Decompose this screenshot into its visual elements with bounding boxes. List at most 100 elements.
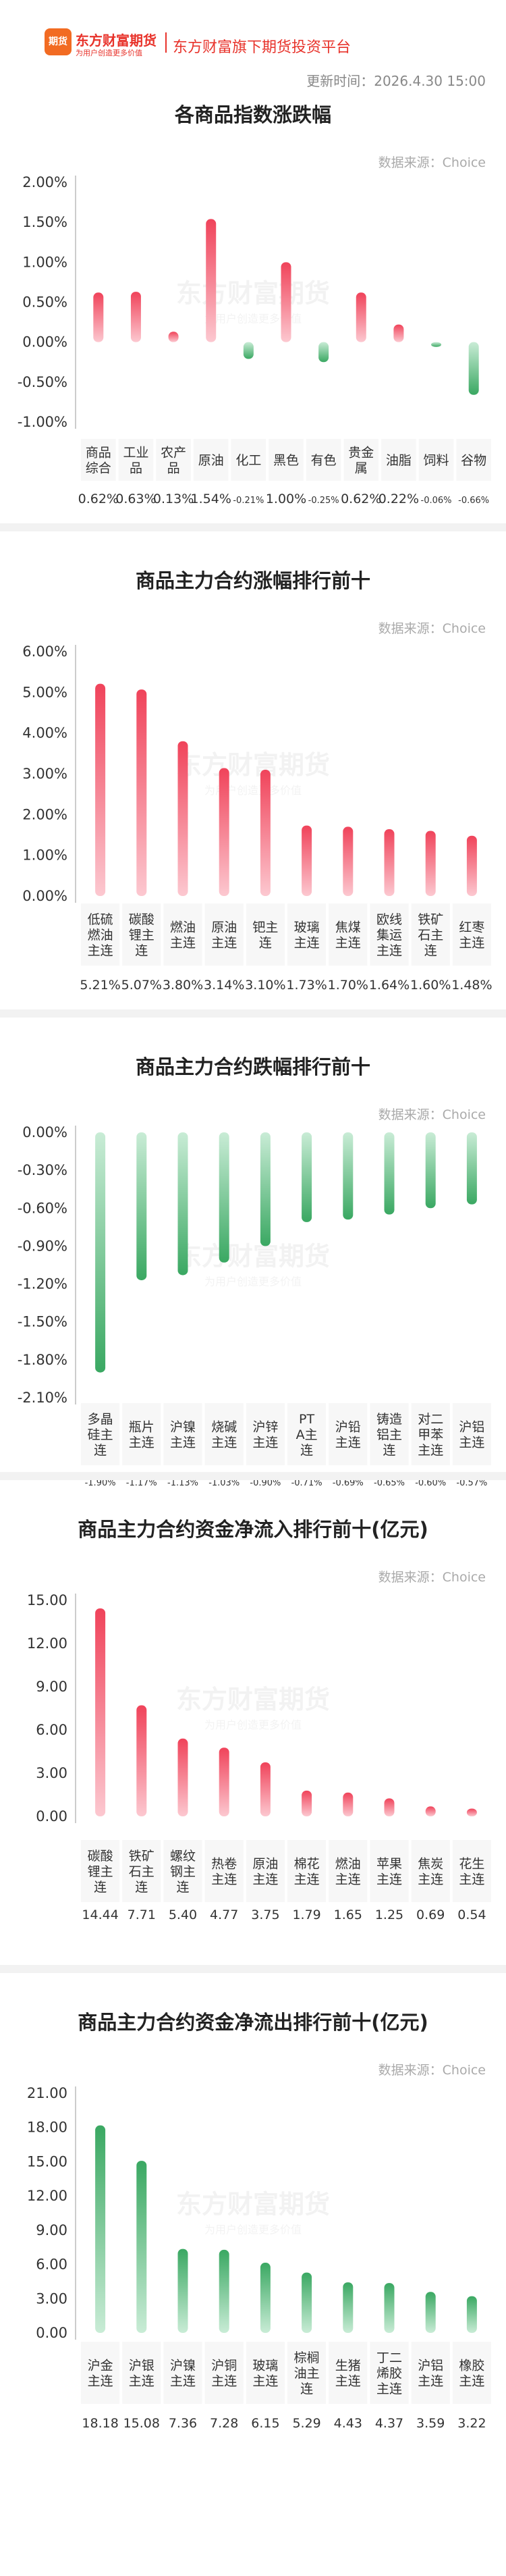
category-label: 玻璃主连 [252, 2359, 278, 2389]
category-cell [452, 903, 491, 966]
value-label: 1.73% [286, 978, 327, 993]
value-label: -1.03% [208, 1478, 240, 1488]
y-tick-label: 3.00 [36, 2290, 67, 2307]
y-tick-label: 1.00% [22, 847, 67, 864]
category-label: 铁矿石主连 [418, 912, 443, 958]
bar [177, 741, 188, 896]
value-label: 5.21% [80, 978, 120, 993]
bar [425, 831, 436, 896]
category-label: 有色 [311, 453, 337, 468]
y-tick-label: -2.10% [18, 1390, 67, 1406]
category-label: 丁二烯胶主连 [376, 2350, 402, 2396]
y-tick-label: 15.00 [27, 2153, 67, 2170]
watermark-sub: 为用户创造更多价值 [204, 2224, 302, 2236]
category-label: 焦炭主连 [418, 1857, 443, 1887]
value-label: -0.57% [456, 1478, 487, 1488]
bar [356, 292, 366, 342]
value-label: -0.65% [374, 1478, 405, 1488]
category-label: 油脂 [386, 453, 412, 468]
category-cell [411, 2342, 450, 2404]
value-label: 1.54% [191, 492, 231, 506]
bar [393, 324, 404, 342]
category-label: 原油主连 [211, 920, 237, 951]
category-cell [81, 439, 116, 481]
value-label: 1.79 [292, 1908, 320, 1922]
value-label: 1.48% [451, 978, 492, 993]
value-label: 15.08 [123, 2416, 160, 2431]
category-label: 工业品 [123, 446, 148, 476]
bar [219, 768, 229, 896]
chart-title: 商品主力合约资金净流出排行前十(亿元) [78, 2011, 428, 2034]
watermark: 东方财富期货 [176, 1242, 330, 1271]
bar [260, 769, 271, 896]
category-cell [246, 1840, 285, 1902]
y-tick-label: 6.00 [36, 2257, 67, 2273]
value-label: 3.22 [457, 2416, 486, 2431]
category-cell [370, 2342, 409, 2404]
value-label: 1.00% [266, 492, 306, 506]
category-label: 贵金属 [348, 446, 374, 476]
category-cell [329, 1840, 368, 1902]
watermark-sub: 为用户创造更多价值 [204, 1718, 302, 1731]
watermark: 东方财富期货 [176, 1685, 330, 1714]
category-cell [411, 1403, 450, 1465]
value-label: 14.44 [82, 1908, 118, 1922]
y-tick-label: -1.20% [18, 1276, 67, 1292]
value-label: -1.13% [167, 1478, 198, 1488]
category-label: 生猪主连 [335, 2359, 361, 2389]
category-cell [193, 439, 229, 481]
bar [302, 1132, 312, 1222]
bar [343, 826, 354, 896]
bar [136, 1132, 147, 1280]
page-header: 期货 东方财富期货 为用户创造更多价值 东方财富旗下期货投资平台 [0, 0, 506, 68]
y-tick-label: 3.00% [22, 766, 67, 782]
category-label: 烧碱主连 [211, 1420, 237, 1450]
value-label: -0.60% [415, 1478, 446, 1488]
value-label: -0.90% [250, 1478, 281, 1488]
value-label: 0.54 [457, 1908, 486, 1922]
value-label: 0.63% [115, 492, 156, 506]
y-tick-label: 1.00% [22, 254, 67, 270]
header-divider [165, 32, 167, 53]
y-tick-label: 6.00% [22, 643, 67, 660]
category-label: 铸造铝主连 [376, 1412, 402, 1458]
y-tick-label: 0.00 [36, 2325, 67, 2341]
y-tick-label: 4.00% [22, 725, 67, 741]
category-label: 红枣主连 [459, 920, 484, 951]
value-label: 1.65 [334, 1908, 362, 1922]
data-source-label: 数据来源：Choice [378, 1570, 486, 1585]
bar [219, 2249, 229, 2333]
value-label: 0.22% [378, 492, 419, 506]
category-cell [452, 2342, 491, 2404]
category-cell [204, 903, 244, 966]
category-label: 多晶硅主连 [88, 1412, 113, 1458]
bar [95, 1132, 106, 1373]
bar [95, 2125, 106, 2333]
category-cell [122, 903, 161, 966]
category-cell [122, 1403, 161, 1465]
bar [425, 2292, 436, 2333]
category-cell [329, 903, 368, 966]
bar [302, 2272, 312, 2333]
value-label: -0.21% [233, 496, 264, 506]
category-label: 沪铅主连 [335, 1420, 361, 1450]
bar [343, 1132, 354, 1220]
bar [206, 219, 217, 342]
value-label: 1.64% [369, 978, 410, 993]
section-separator [0, 523, 506, 531]
brand-name: 东方财富期货 [76, 32, 157, 49]
bar [95, 683, 106, 896]
y-tick-label: 0.00% [22, 334, 67, 350]
category-label: 棉花主连 [294, 1857, 320, 1887]
category-label: 化工 [235, 453, 261, 468]
category-label: 沪铝主连 [459, 1420, 484, 1450]
value-label: 0.62% [341, 492, 381, 506]
y-tick-label: 12.00 [27, 1635, 67, 1652]
category-label: 饲料 [424, 453, 449, 468]
bar [93, 292, 104, 342]
category-cell [370, 903, 409, 966]
y-tick-label: -0.50% [18, 374, 67, 390]
bar [260, 1762, 271, 1816]
watermark-sub: 为用户创造更多价值 [204, 784, 302, 797]
